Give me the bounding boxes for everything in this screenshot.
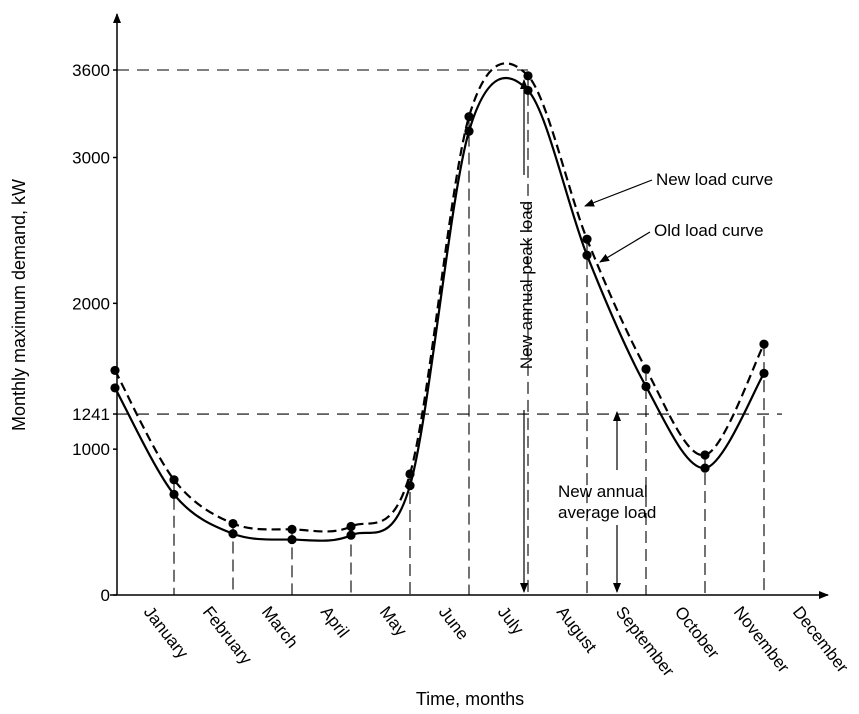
drop-lines [173,75,765,595]
data-point-old [700,463,710,473]
data-point-new [287,524,297,534]
x-tick-label: September [612,603,678,680]
data-point-old [641,381,651,392]
data-point-new [464,112,474,122]
x-tick-label: April [317,603,353,642]
data-point-old [110,383,120,393]
average-load-label-line1: New annual [558,482,648,501]
y-tick-label: 2000 [72,294,110,313]
x-tick-label: May [376,603,411,640]
data-point-new [582,234,592,244]
data-point-new [405,469,415,479]
data-point-old [523,85,533,96]
data-point-new [523,71,533,81]
x-tick-label: October [671,603,723,663]
x-tick-label: November [730,603,793,677]
data-point-old [582,250,592,260]
y-tick-label: 3600 [72,61,110,80]
x-tick-label: July [494,603,528,639]
x-tick-label: March [258,603,302,652]
data-point-new [346,521,356,532]
x-tick-label: January [140,603,193,663]
y-tick-label: 1000 [72,440,110,459]
y-tick-label: 3000 [72,149,110,168]
x-tick-labels: January February March April May June July Augu… [140,603,852,680]
data-point-new [110,365,120,376]
data-point-new [641,364,651,374]
y-tick-label: 1241 [72,405,110,424]
peak-load-label: New annual peak load [517,201,536,369]
data-point-old [287,534,297,545]
data-point-new [759,339,769,349]
data-point-old [228,529,238,539]
reference-lines [117,69,782,415]
x-axis-title: Time, months [416,689,524,709]
y-axis-title: Monthly maximum demand, kW [9,179,29,431]
series-line-old-load-curve [114,76,765,542]
data-point-old [405,481,415,491]
x-tick-label: December [789,603,852,677]
old-load-curve-label: Old load curve [654,221,764,240]
x-tick-label: August [553,603,601,657]
data-point-old [464,126,474,136]
data-point-new [169,475,179,485]
y-tick-label: 0 [101,586,110,605]
data-point-old [169,489,179,499]
data-point-old [759,368,769,378]
data-point-new [228,518,238,529]
average-load-label-line2: average load [558,503,656,522]
new-load-curve-label: New load curve [656,170,773,189]
x-tick-label: February [199,603,256,669]
data-points [110,71,769,545]
old-load-curve-arrow [599,231,651,263]
y-tick-labels: 0 1000 1241 2000 3000 3600 [72,61,117,605]
data-point-new [700,450,710,460]
series-line-new-load-curve [114,62,765,533]
new-load-curve-arrow [584,179,653,207]
data-point-old [346,530,356,540]
x-tick-label: June [435,603,473,644]
